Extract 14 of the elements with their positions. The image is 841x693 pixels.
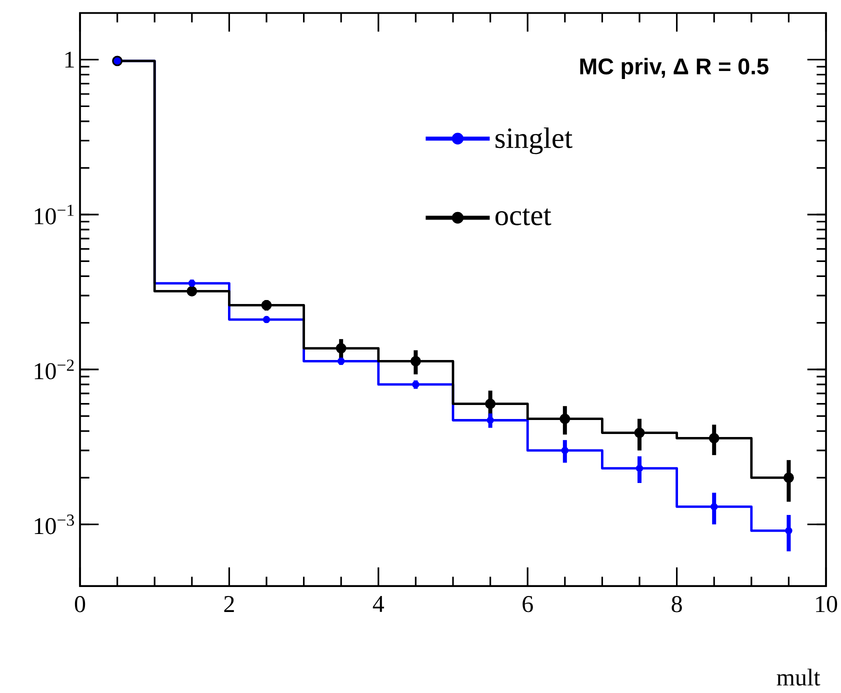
y-tick-label: 10$^{−3}$ [34,514,74,534]
x-tick-label: 8 [672,596,682,612]
x-tick-label: 2 [224,596,234,612]
x-tick-label: 4 [372,596,384,612]
y-tick-label: 1 [65,52,74,68]
y-tick-label: 10$^{−2}$ [34,360,74,380]
x-axis-title: mult [776,668,820,686]
y-tick-label: 10$^{−1}$ [34,204,74,224]
legend-label: octet [495,208,552,226]
text: MC priv, Δ R = 0.5 [580,58,768,79]
x-tick-label: 6 [522,596,533,612]
legend-label: singlet [496,127,572,154]
x-tick-label: 0 [74,596,86,612]
x-tick-label: 10 [816,596,838,612]
